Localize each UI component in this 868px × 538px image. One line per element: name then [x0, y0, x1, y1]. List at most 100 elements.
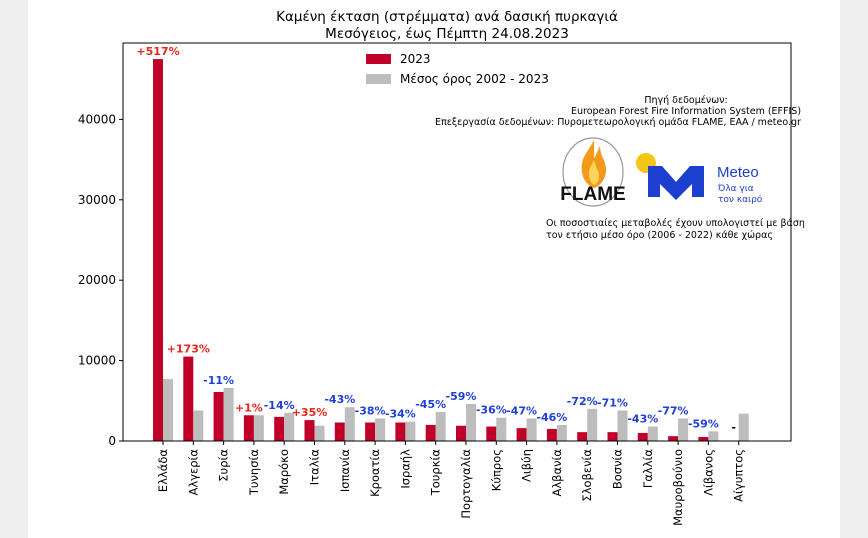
bar-average-4 [284, 412, 295, 441]
x-tick-label-13: Αλβανία [550, 449, 564, 497]
bar-2023-16 [637, 432, 648, 441]
bar-2023-10 [456, 425, 466, 441]
meteo-tagline2: τον καιρό [718, 194, 763, 205]
bar-average-6 [344, 407, 355, 441]
meteo-name: Meteo [717, 164, 759, 181]
bar-average-17 [678, 418, 689, 441]
percent-label-15: -71% [597, 396, 628, 409]
flame-inner-icon [588, 160, 599, 185]
y-tick-label-4: 40000 [78, 112, 116, 126]
source-line3: Επεξεργασία δεδομένων: Πυρομετεωρολογική… [435, 117, 801, 128]
bar-average-15 [617, 410, 628, 441]
percent-label-13: -46% [536, 411, 567, 424]
bar-average-9 [435, 412, 446, 441]
bar-2023-8 [395, 422, 406, 441]
y-axis: 0 10000 20000 30000 40000 [78, 112, 123, 448]
percent-label-9: -45% [415, 398, 446, 411]
bar-2023-13 [546, 428, 557, 441]
flame-logo-text: FLAME [560, 184, 625, 205]
percent-label-0: +517% [136, 45, 179, 58]
x-tick-label-0: Ελλάδα [156, 449, 170, 492]
x-tick-label-15: Βοσνία [611, 449, 625, 490]
legend-label-2023: 2023 [400, 52, 431, 66]
percent-label-10: -59% [446, 390, 477, 403]
x-tick-label-19: Αίγυπτος [732, 449, 746, 502]
percent-label-4: -14% [264, 399, 295, 412]
legend-label-average: Μέσος όρος 2002 - 2023 [400, 72, 549, 86]
bar-average-7 [375, 418, 386, 441]
bar-2023-15 [607, 432, 618, 441]
chart-title-line1: Καμένη έκταση (στρέμματα) ανά δασική πυρ… [276, 9, 618, 25]
x-tick-label-6: Ισπανία [338, 449, 352, 492]
bar-average-8 [405, 421, 416, 441]
percent-label-11: -36% [476, 404, 507, 417]
plot-area-border [122, 42, 792, 442]
bar-2023-14 [577, 432, 588, 441]
percent-label-16: -43% [627, 413, 658, 426]
bar-2023-2 [213, 391, 224, 441]
x-tick-label-14: Σλοβενία [580, 449, 594, 502]
bar-average-5 [314, 425, 325, 441]
bar-average-19 [738, 413, 749, 441]
bar-average-12 [526, 418, 537, 441]
percent-label-17: -77% [658, 404, 689, 417]
chart-title-line2: Μεσόγειος, έως Πέμπτη 24.08.2023 [325, 26, 569, 42]
bar-average-14 [587, 408, 598, 441]
bar-2023-9 [425, 424, 436, 441]
percent-label-1: +173% [167, 343, 210, 356]
x-tick-label-17: Μαυροβούνιο [671, 449, 685, 526]
bar-2023-12 [516, 428, 527, 441]
y-tick-label-3: 30000 [78, 193, 116, 207]
x-tick-label-3: Τυνησία [247, 449, 261, 497]
bar-2023-17 [668, 436, 679, 441]
note-line1: Οι ποσοστιαίες μεταβολές έχουν υπολογιστ… [546, 218, 805, 229]
bar-average-3 [253, 415, 264, 441]
percent-label-8: -34% [385, 408, 416, 421]
flame-logo: FLAME [560, 137, 626, 207]
bar-average-1 [193, 410, 204, 441]
x-tick-label-2: Συρία [217, 449, 231, 482]
bars-group [153, 59, 749, 441]
legend-swatch-average [366, 74, 391, 84]
bar-average-16 [647, 426, 658, 441]
bar-average-11 [496, 417, 507, 441]
bar-average-0 [163, 379, 173, 441]
x-tick-label-11: Κύπρος [489, 449, 503, 491]
y-tick-label-1: 10000 [78, 354, 116, 368]
x-axis: Ελλάδα Αλγερία Συρία Τυνησία Μαρόκο Ιταλία Ισπ… [156, 441, 746, 526]
x-tick-label-18: Λίβανος [701, 449, 715, 496]
note-line2: τον ετήσιο μέσο όρο (2006 - 2022) κάθε χ… [546, 230, 773, 241]
chart-svg: Καμένη έκταση (στρέμματα) ανά δασική πυρ… [78, 9, 805, 526]
percent-label-12: -47% [506, 404, 537, 417]
bar-2023-3 [243, 415, 254, 441]
x-tick-label-10: Πορτογαλία [459, 449, 473, 519]
meteo-logo: Meteo Όλα για τον καιρό [636, 153, 763, 205]
meteo-tagline1: Όλα για [717, 183, 754, 194]
x-tick-label-16: Γαλλία [641, 449, 655, 488]
bar-average-13 [556, 424, 567, 441]
legend: 2023 Μέσος όρος 2002 - 2023 [366, 52, 549, 86]
bar-2023-0 [153, 59, 163, 441]
bar-2023-18 [698, 436, 709, 441]
bar-average-10 [466, 404, 476, 441]
y-tick-label-0: 0 [108, 434, 116, 448]
source-line2: European Forest Fire Information System … [571, 106, 801, 117]
percent-labels-group: +517%+173%-11%+1% -14%+35%-43%-38% -34%-45… [136, 45, 736, 434]
percent-label-18: -59% [688, 417, 719, 430]
x-tick-label-7: Κροατία [368, 449, 382, 497]
x-tick-label-5: Ιταλία [308, 449, 322, 486]
x-tick-label-12: Λιβύη [520, 449, 534, 482]
percent-label-7: -38% [355, 404, 386, 417]
meteo-m-icon [648, 166, 704, 200]
legend-swatch-2023 [366, 54, 391, 64]
x-tick-label-4: Μαρόκο [277, 449, 291, 495]
percent-label-3: +1% [235, 401, 263, 414]
flame-ring [562, 137, 624, 207]
bar-2023-4 [274, 416, 285, 441]
source-line1: Πηγή δεδομένων: [644, 95, 727, 106]
chart-frame: Καμένη έκταση (στρέμματα) ανά δασική πυρ… [28, 0, 840, 538]
percent-label-14: -72% [567, 395, 598, 408]
percent-label-2: -11% [203, 374, 234, 387]
bar-2023-7 [365, 422, 376, 441]
x-tick-label-8: Ισραήλ [398, 449, 412, 489]
